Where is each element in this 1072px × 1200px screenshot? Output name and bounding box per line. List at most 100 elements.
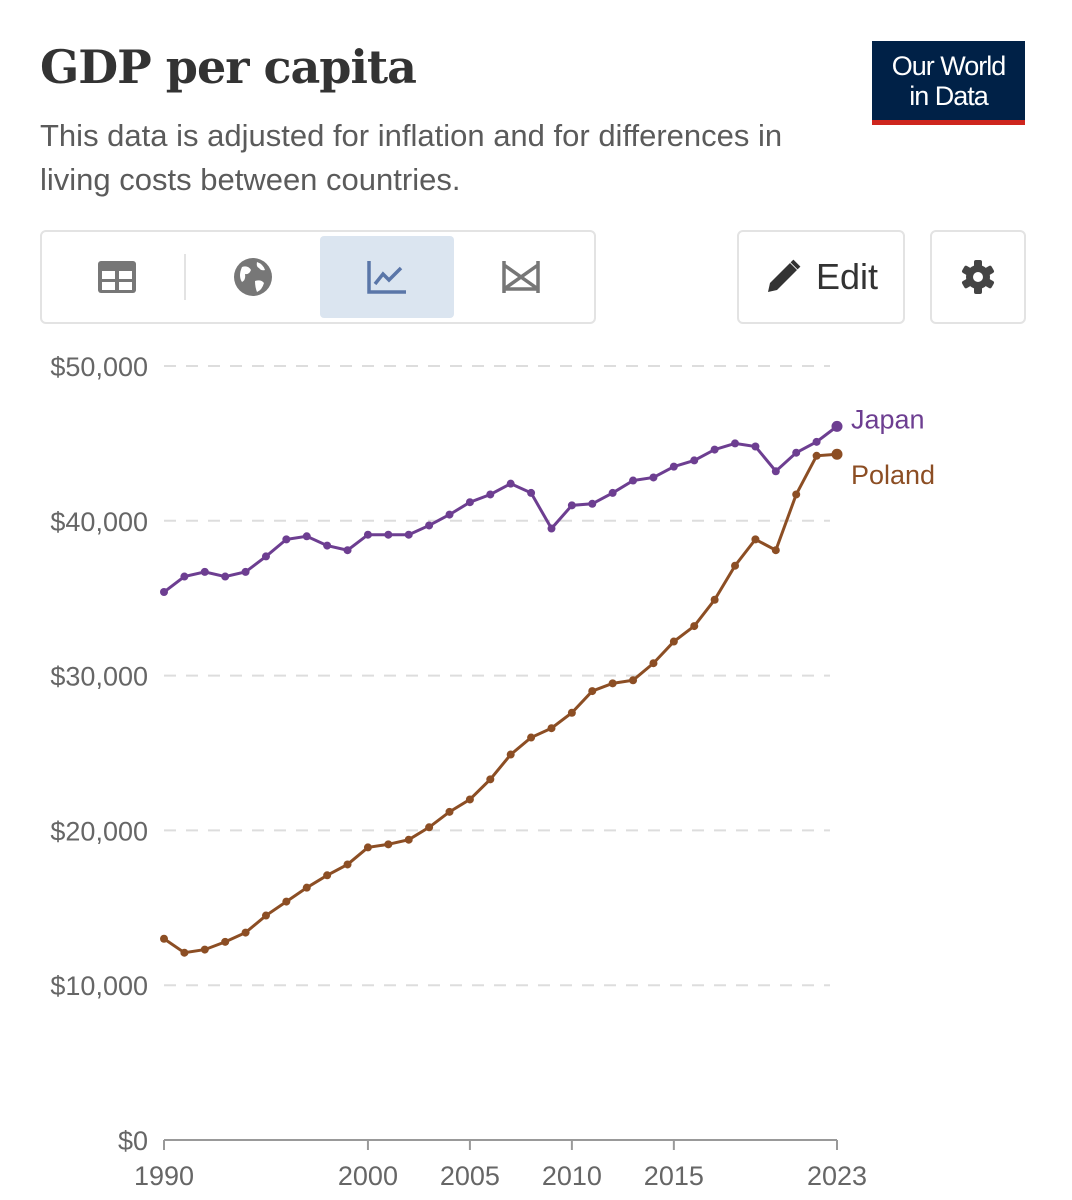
data-point [241,567,250,576]
data-point [282,897,291,906]
logo-line1: Our World [891,51,1007,81]
data-point [486,775,495,784]
data-point [261,911,270,920]
data-point [690,456,699,465]
data-point [608,488,617,497]
data-point [363,843,372,852]
data-point [547,524,556,533]
data-point [323,541,332,550]
data-point [425,823,434,832]
tab-chart[interactable] [320,236,454,318]
y-tick-label: $30,000 [50,662,148,692]
data-point [160,588,168,597]
y-tick-label: $10,000 [50,971,148,1001]
y-tick-label: $20,000 [50,816,148,846]
data-point [831,448,843,460]
data-point [629,676,638,685]
tab-divider [184,254,186,300]
data-point [221,572,230,581]
data-point [241,928,250,937]
data-point [323,871,332,880]
data-point [221,937,230,946]
tab-table[interactable] [50,236,184,318]
settings-button[interactable] [930,230,1026,324]
data-point [629,476,638,485]
data-point [302,532,311,541]
data-point [527,488,536,497]
chart-subtitle: This data is adjusted for inflation and … [40,118,783,197]
data-point [506,750,515,759]
data-point [445,807,454,816]
data-point [160,934,168,943]
data-point [343,546,352,555]
data-point [649,473,658,482]
data-point [282,535,291,544]
data-point [588,499,597,508]
y-tick-label: $50,000 [50,352,148,382]
x-tick-label: 2015 [644,1161,704,1191]
owid-logo[interactable]: Our World in Data [872,41,1025,125]
tab-slope[interactable] [454,236,588,318]
data-point [812,451,821,460]
data-point [771,546,780,555]
data-point [608,679,617,688]
data-point [343,860,352,869]
data-point [792,448,801,457]
data-point [465,498,474,507]
data-point [180,572,189,581]
data-point [425,521,434,530]
series-label-japan: Japan [851,404,925,434]
x-tick-label: 2005 [440,1161,500,1191]
data-point [384,840,393,849]
chart-title: GDP per capita [40,40,417,94]
data-point [690,622,699,631]
data-point [404,530,413,539]
data-point [302,883,311,892]
data-point [567,501,576,510]
pencil-icon [767,259,801,292]
tab-map[interactable] [186,236,320,318]
data-point [465,795,474,804]
series-line-japan [163,425,838,594]
data-point [506,479,515,488]
data-point [751,442,760,451]
x-tick-label: 1990 [134,1161,194,1191]
line-chart-icon [367,261,406,294]
y-tick-label: $40,000 [50,507,148,537]
data-point [384,530,393,539]
data-point [404,835,413,844]
series-line-poland [163,452,838,955]
y-tick-label: $0 [118,1126,148,1156]
table-icon [98,261,136,293]
data-point [771,467,780,476]
edit-label: Edit [815,256,879,297]
data-point [649,659,658,668]
x-tick-label: 2010 [542,1161,602,1191]
slope-chart-icon [502,261,540,293]
data-point [200,567,209,576]
data-point [445,510,454,519]
data-point [710,445,719,454]
data-point [486,490,495,499]
data-point [792,490,801,499]
data-point [200,945,209,954]
data-point [261,552,270,561]
data-point [527,733,536,742]
view-tabs [40,230,596,324]
data-point [731,439,740,448]
data-point [831,420,843,432]
data-point [669,462,678,471]
edit-button[interactable]: Edit [737,230,905,324]
data-point [547,724,556,733]
data-point [180,948,189,957]
data-point [669,637,678,646]
globe-icon [234,258,272,296]
data-point [751,535,760,544]
data-point [588,687,597,696]
data-point [710,595,719,604]
data-point [731,561,740,570]
data-point [812,437,821,446]
series-label-poland: Poland [851,460,935,490]
data-point [363,530,372,539]
